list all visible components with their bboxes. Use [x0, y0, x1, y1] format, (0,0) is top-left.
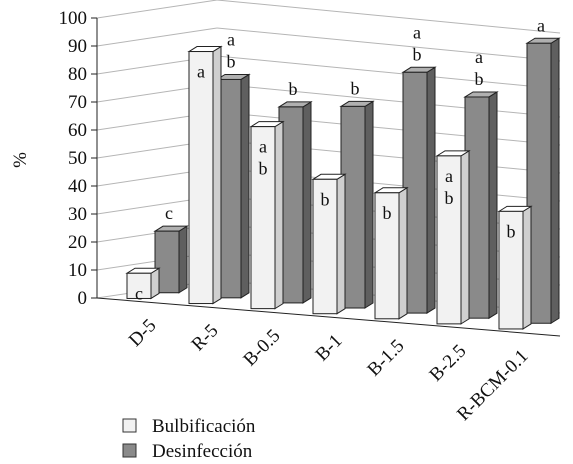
bar-front — [312, 178, 338, 315]
data-label-bulbificacion: a — [259, 137, 267, 157]
bar-side — [364, 100, 374, 309]
y-axis: 0 10 20 30 40 50 60 70 80 90 100 — [59, 8, 561, 337]
bar-front — [374, 192, 400, 320]
y-tick-label: 100 — [59, 8, 88, 29]
bar-side — [460, 149, 470, 325]
x-tick-label: R-5 — [188, 320, 223, 355]
legend-swatch-bulbificacion — [122, 418, 137, 433]
legend: Bulbificación Desinfección — [122, 416, 256, 462]
y-tick-label: 20 — [68, 232, 87, 253]
data-label-desinfeccion: a — [475, 47, 483, 67]
bar-desinfeccion-R-5 — [215, 73, 251, 299]
data-label-bulbificacion: b — [445, 188, 454, 208]
x-tick-label: B-1.5 — [363, 335, 408, 380]
legend-label-desinfeccion: Desinfección — [152, 441, 253, 462]
x-axis-line — [96, 297, 561, 337]
data-label-desinfeccion: b — [475, 69, 484, 89]
bar-desinfeccion-B-1.5 — [401, 66, 437, 314]
bar-side — [302, 101, 312, 304]
x-axis-category-labels: D-5 R-5 B-0.5 B-1 B-1.5 B-2.5R-BCM-0.1 — [125, 315, 533, 425]
y-tick-label: 70 — [68, 92, 87, 113]
bar-side — [398, 186, 408, 320]
bar-side — [274, 120, 284, 310]
bar-front — [188, 51, 214, 305]
data-label-bulbificacion: b — [507, 221, 516, 241]
y-tick-label: 50 — [68, 148, 87, 169]
data-label-desinfeccion: a — [413, 22, 421, 42]
y-tick-label: 10 — [68, 260, 87, 281]
bar-side — [178, 225, 188, 294]
bar-bulbificacion-B-1 — [311, 173, 347, 315]
gridline — [216, 27, 561, 62]
x-tick-label: D-5 — [125, 315, 161, 351]
bar-bulbificacion-B-0.5 — [249, 120, 285, 310]
bar-bulbificacion-R-5 — [187, 45, 223, 305]
gridline-diagonal — [96, 27, 218, 47]
data-label-bulbificacion: a — [197, 62, 205, 82]
bar-front — [250, 126, 276, 310]
y-tick-label: 0 — [78, 288, 88, 309]
bar-desinfeccion-D-5 — [153, 225, 189, 294]
legend-label-bulbificacion: Bulbificación — [152, 416, 256, 437]
x-tick-label: B-2.5 — [425, 341, 470, 386]
x-tick-label: B-1 — [312, 330, 347, 365]
gridline — [216, 111, 561, 146]
data-label-bulbificacion: a — [445, 166, 453, 186]
data-label-bulbificacion: b — [321, 189, 330, 209]
bar-side — [212, 45, 222, 305]
data-label-desinfeccion: b — [413, 44, 422, 64]
y-tick-label: 30 — [68, 204, 87, 225]
bar-desinfeccion-B-2.5 — [463, 91, 499, 320]
gridline — [216, 55, 561, 90]
y-tick-label: 40 — [68, 176, 87, 197]
data-label-desinfeccion: b — [227, 51, 236, 71]
data-label-bulbificacion: b — [383, 203, 392, 223]
y-tick-label: 60 — [68, 120, 87, 141]
bar-side — [522, 205, 532, 330]
bar-front — [498, 210, 524, 330]
bar-bulbificacion-R-BCM-0.1 — [497, 205, 533, 330]
gridline — [216, 0, 561, 34]
bar-bulbificacion-B-2.5 — [435, 149, 471, 325]
data-label-desinfeccion: a — [227, 29, 235, 49]
bar-desinfeccion-R-BCM-0.1 — [525, 37, 561, 325]
bar-front — [436, 155, 462, 325]
y-tick-label: 80 — [68, 64, 87, 85]
bar-bulbificacion-B-1.5 — [373, 186, 409, 320]
bar-side — [336, 173, 346, 315]
data-label-desinfeccion: b — [351, 78, 360, 98]
data-label-desinfeccion: a — [537, 15, 545, 35]
gridline-diagonal — [96, 0, 218, 19]
bar-side — [550, 37, 560, 325]
legend-swatch-desinfeccion — [122, 443, 137, 458]
data-label-desinfeccion: c — [165, 203, 173, 223]
y-axis-label: % — [10, 152, 31, 168]
bar-desinfeccion-B-0.5 — [277, 101, 313, 304]
bar-side — [488, 91, 498, 320]
data-label-desinfeccion: b — [289, 79, 298, 99]
bar-front — [126, 272, 152, 299]
data-label-bulbificacion: b — [259, 159, 268, 179]
bar-desinfeccion-B-1 — [339, 100, 375, 309]
y-tick-label: 90 — [68, 36, 87, 57]
gridline — [216, 83, 561, 118]
bar-side — [426, 66, 436, 314]
x-tick-label: B-0.5 — [239, 325, 284, 370]
data-label-bulbificacion: c — [135, 283, 143, 303]
bar-side — [240, 73, 250, 299]
bar-bulbificacion-D-5 — [125, 267, 161, 300]
